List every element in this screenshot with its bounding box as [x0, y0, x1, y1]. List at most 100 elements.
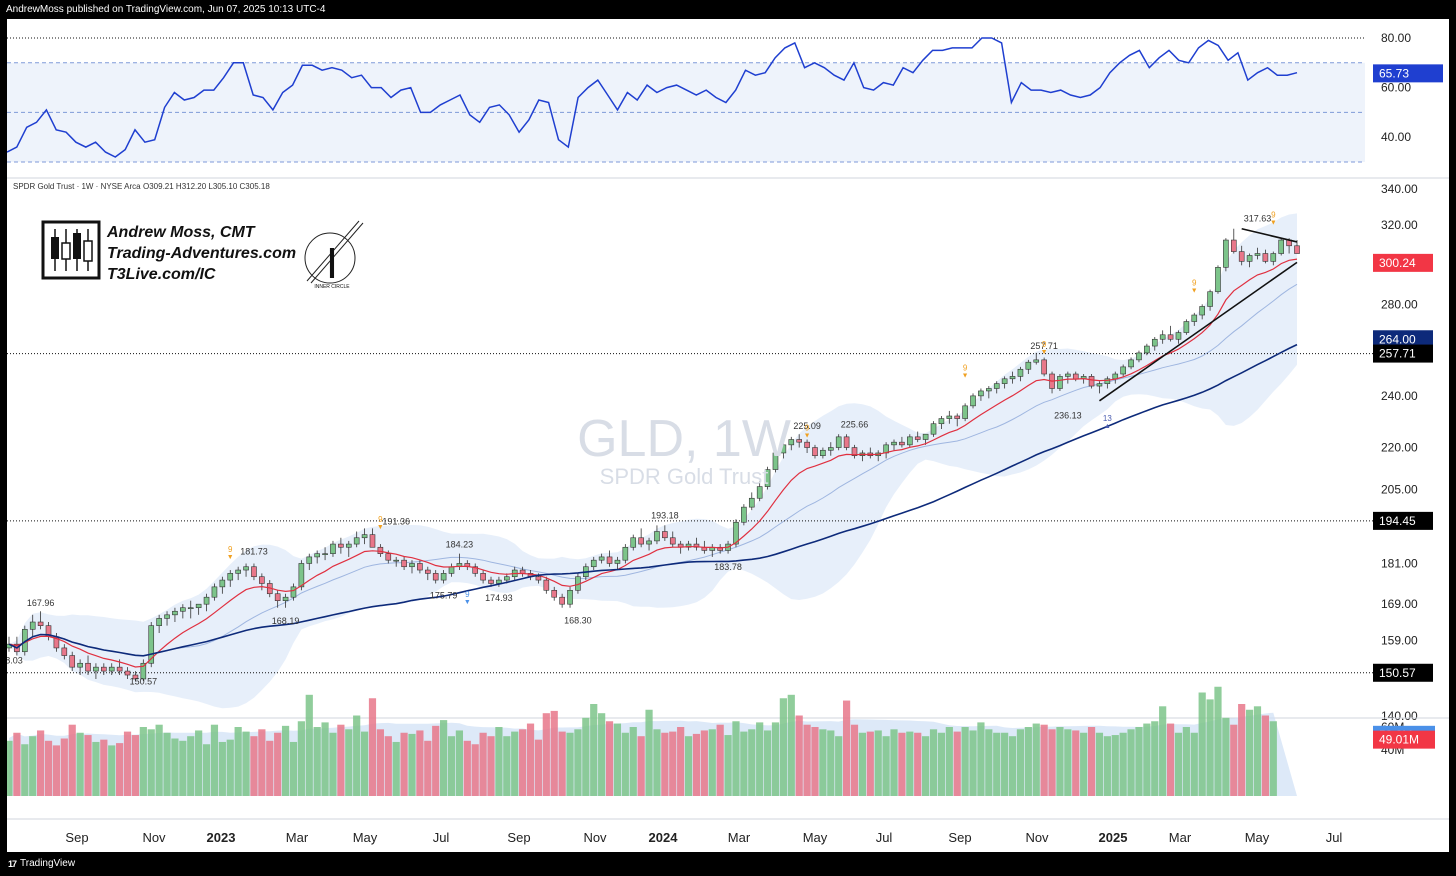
x-tick-label: May	[803, 830, 828, 845]
volume-bar-up	[1253, 706, 1262, 796]
volume-bar-up	[1008, 736, 1017, 796]
volume-bar-down	[250, 736, 258, 796]
candle-down	[796, 439, 802, 443]
volume-bar-down	[700, 730, 708, 796]
x-tick-label: 2025	[1099, 830, 1128, 845]
candle-down	[116, 666, 123, 672]
candle-down	[377, 546, 384, 554]
candle-up	[353, 537, 360, 545]
legend-ohlc: O309.21 H312.20 L305.10 C305.18	[143, 182, 270, 191]
watermark-name: SPDR Gold Trust	[600, 464, 769, 489]
candle-up	[788, 439, 795, 446]
x-tick-label: 2024	[649, 830, 679, 845]
price-tag-black	[1373, 663, 1433, 682]
price-pane: 158.03 167.96 150.57 168.19 181.73 191.36 184.…	[7, 182, 1449, 723]
candle-down	[424, 569, 431, 574]
volume-bar-down	[669, 731, 677, 796]
rsi-line	[7, 37, 1298, 158]
volume-bar-up	[1135, 727, 1143, 796]
volume-tag-red	[1373, 730, 1435, 749]
volume-bar-up	[1198, 692, 1206, 796]
candle-up	[29, 621, 36, 630]
candle-down	[899, 441, 905, 446]
price-annotation: 225.09	[793, 421, 821, 431]
candle-up	[211, 586, 218, 598]
volume-bar-down	[68, 724, 76, 796]
volume-bar-down	[368, 698, 377, 796]
candle-up	[1057, 376, 1063, 389]
price-annotation: 181.73	[240, 546, 268, 556]
candle-up	[764, 469, 771, 487]
price-annotation: 183.78	[714, 562, 742, 572]
volume-bar-up	[961, 727, 969, 796]
x-tick-label: May	[353, 830, 378, 845]
volume-bar-up	[139, 727, 147, 796]
candle-up	[970, 395, 976, 407]
candle-down	[914, 436, 921, 440]
candle-down	[1230, 239, 1237, 252]
candle-up	[646, 540, 652, 545]
volume-bar-down	[100, 739, 108, 796]
candle-down	[480, 573, 486, 581]
price-tick-label: 340.00	[1381, 182, 1418, 196]
price-tag-label: 264.00	[1379, 332, 1416, 346]
candle-up	[1025, 361, 1032, 370]
x-tick-label: Jul	[1326, 830, 1343, 845]
candles	[7, 228, 1300, 681]
volume-bar-up	[882, 736, 890, 796]
volume-tag-label: 49.01M	[1379, 733, 1419, 747]
volume-bar-up	[993, 732, 1001, 796]
volume-bar-up	[1032, 723, 1040, 796]
volume-bar-up	[455, 730, 464, 796]
volume-bar-up	[566, 732, 574, 796]
volume-bar-up	[906, 731, 914, 796]
candle-up	[504, 576, 510, 581]
volume-bar-up	[787, 694, 795, 796]
candle-down	[369, 534, 376, 548]
volume-bar-up	[574, 729, 582, 796]
volume-bar-down	[1072, 730, 1080, 796]
candle-up	[195, 603, 202, 609]
candle-down	[274, 593, 281, 601]
rsi-tick-label: 80.00	[1381, 31, 1411, 45]
price-annotation: 150.57	[130, 677, 158, 687]
volume-bar-up	[645, 709, 653, 796]
candle-up	[1191, 314, 1198, 322]
volume-bar-up	[1222, 717, 1230, 796]
x-tick-label: Nov	[1025, 830, 1049, 845]
volume-bar-up	[289, 741, 298, 796]
volume-bar-up	[1024, 727, 1032, 796]
volume-bar-up	[353, 715, 361, 796]
volume-bar-down	[803, 724, 811, 796]
volume-bar-down	[716, 724, 724, 796]
volume-bar-up	[21, 744, 29, 796]
legend-symbol: SPDR Gold Trust · 1W · NYSE Arca	[13, 182, 141, 191]
td-count-marker: 9	[963, 363, 968, 372]
candle-down	[851, 447, 858, 457]
candle-down	[1088, 376, 1095, 387]
td-count-marker: 9	[378, 515, 383, 524]
volume-bar-down	[384, 736, 392, 796]
author-name: Andrew Moss, CMT	[106, 224, 256, 241]
volume-bar-up	[447, 736, 456, 796]
candle-up	[448, 566, 455, 574]
td-count-marker: 13	[1103, 414, 1112, 423]
volume-bar-up	[155, 724, 163, 796]
candle-up	[1246, 255, 1253, 262]
candle-up	[219, 579, 226, 588]
candle-up	[298, 563, 305, 588]
candle-up	[938, 418, 945, 425]
volume-bar-up	[945, 727, 953, 796]
td-arrow-icon: ▲	[1104, 423, 1111, 430]
volume-bar-up	[440, 720, 448, 796]
candle-up	[590, 559, 597, 568]
candle-up	[748, 497, 755, 508]
candle-up	[622, 546, 629, 561]
candle-down	[1041, 359, 1047, 375]
candle-down	[543, 579, 550, 591]
candle-down	[85, 662, 91, 672]
volume-bar-down	[526, 723, 535, 796]
volume-bar-down	[866, 731, 874, 796]
